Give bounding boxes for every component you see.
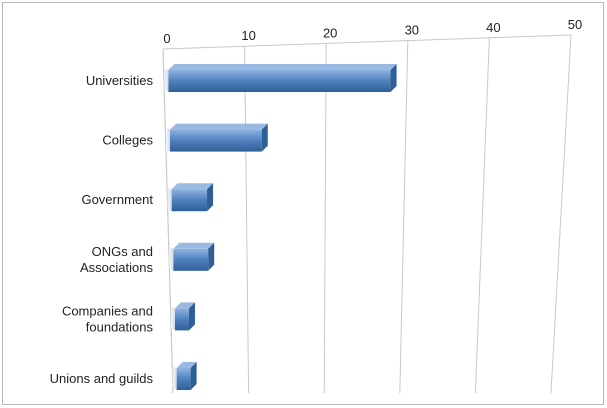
gridline-10 (245, 46, 249, 393)
category-label: foundations (86, 319, 154, 334)
bar-front-face (170, 130, 262, 152)
bar-top-face (172, 183, 213, 189)
bar-4 (171, 302, 195, 330)
category-label: Colleges (102, 133, 153, 148)
gridline-20 (324, 43, 326, 393)
bar-top-face (173, 243, 214, 249)
x-tick-label: 40 (486, 20, 500, 35)
category-label: Government (81, 192, 153, 207)
bar-2 (168, 183, 213, 211)
plot-top-edge (163, 35, 571, 49)
category-label: Associations (80, 260, 153, 275)
bar-5 (173, 362, 197, 390)
bar-front-face (175, 308, 189, 330)
bar-start-cap (164, 68, 168, 92)
category-label: Companies and (62, 303, 153, 318)
bar-front-face (177, 368, 191, 390)
bar-front-face (168, 70, 390, 92)
gridline-0 (163, 49, 173, 393)
bar-chart: 0 10 20 30 40 50 Universities Colleges Governme… (3, 3, 605, 406)
bar-1 (166, 124, 268, 152)
gridline-30 (400, 41, 408, 393)
category-label: Universities (86, 73, 154, 88)
category-label: ONGs and (92, 244, 153, 259)
bar-start-cap (169, 247, 173, 271)
x-tick-label: 0 (163, 31, 170, 46)
x-tick-label: 10 (241, 28, 255, 43)
x-tick-label: 20 (323, 25, 337, 40)
bars (164, 64, 396, 390)
bar-start-cap (171, 306, 175, 330)
x-tick-label: 50 (568, 17, 582, 32)
bar-0 (164, 64, 396, 92)
bar-3 (169, 243, 214, 271)
chart-frame: 0 10 20 30 40 50 Universities Colleges Governme… (2, 2, 604, 405)
bar-top-face (168, 64, 396, 70)
bar-front-face (173, 249, 208, 271)
gridline-40 (475, 38, 489, 393)
bar-start-cap (166, 128, 170, 152)
bar-front-face (172, 189, 207, 211)
bar-start-cap (168, 187, 172, 211)
bar-top-face (170, 124, 268, 130)
bar-start-cap (173, 366, 177, 390)
category-label: Unions and guilds (50, 371, 154, 386)
x-tick-label: 30 (405, 23, 419, 38)
gridline-50 (551, 35, 571, 393)
y-axis-categories: Universities Colleges Government ONGs andAs… (50, 73, 154, 386)
